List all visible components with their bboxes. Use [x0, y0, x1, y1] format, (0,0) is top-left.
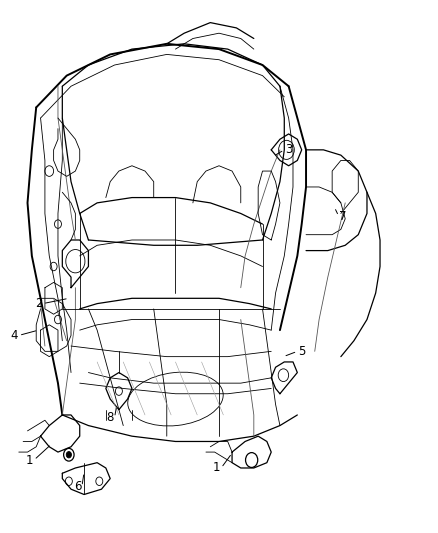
Text: 1: 1 — [213, 462, 221, 474]
Text: 5: 5 — [298, 345, 305, 358]
Text: 8: 8 — [106, 411, 114, 424]
Text: 6: 6 — [74, 480, 81, 493]
Text: 7: 7 — [339, 209, 347, 223]
Text: 4: 4 — [11, 329, 18, 342]
Text: 3: 3 — [285, 143, 292, 156]
Circle shape — [66, 451, 71, 458]
Text: 2: 2 — [35, 297, 42, 310]
Text: 1: 1 — [26, 454, 33, 466]
